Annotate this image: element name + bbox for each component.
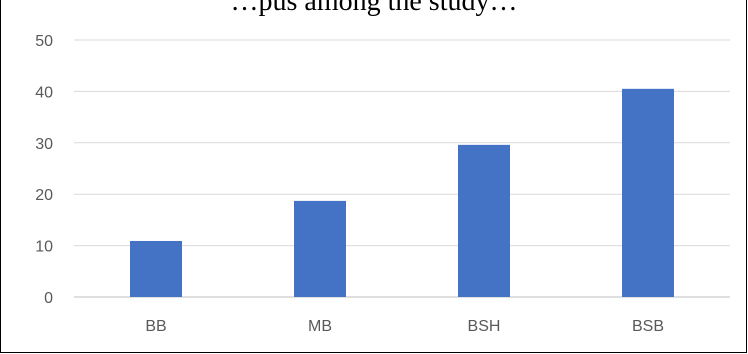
- bars: [130, 88, 674, 297]
- bar-mb: [294, 200, 346, 297]
- y-tick-label: 10: [35, 239, 53, 256]
- gridlines: [74, 39, 730, 247]
- tick-labels: 0 10 20 30 40 50 BB MB BSH BSB: [35, 33, 664, 335]
- bar-bsh: [458, 144, 510, 297]
- x-tick-label: BB: [145, 318, 166, 335]
- x-tick-label: BSB: [632, 318, 664, 335]
- y-tick-label: 30: [35, 136, 53, 153]
- y-tick-label: 20: [35, 187, 53, 204]
- y-tick-label: 0: [44, 290, 53, 307]
- y-tick-label: 40: [35, 84, 53, 101]
- y-tick-label: 50: [35, 33, 53, 50]
- x-tick-label: MB: [308, 318, 332, 335]
- bar-bsb: [622, 88, 674, 297]
- bar-bb: [130, 240, 182, 297]
- chart-title: …pus among the study…: [230, 0, 518, 17]
- x-tick-label: BSH: [468, 318, 501, 335]
